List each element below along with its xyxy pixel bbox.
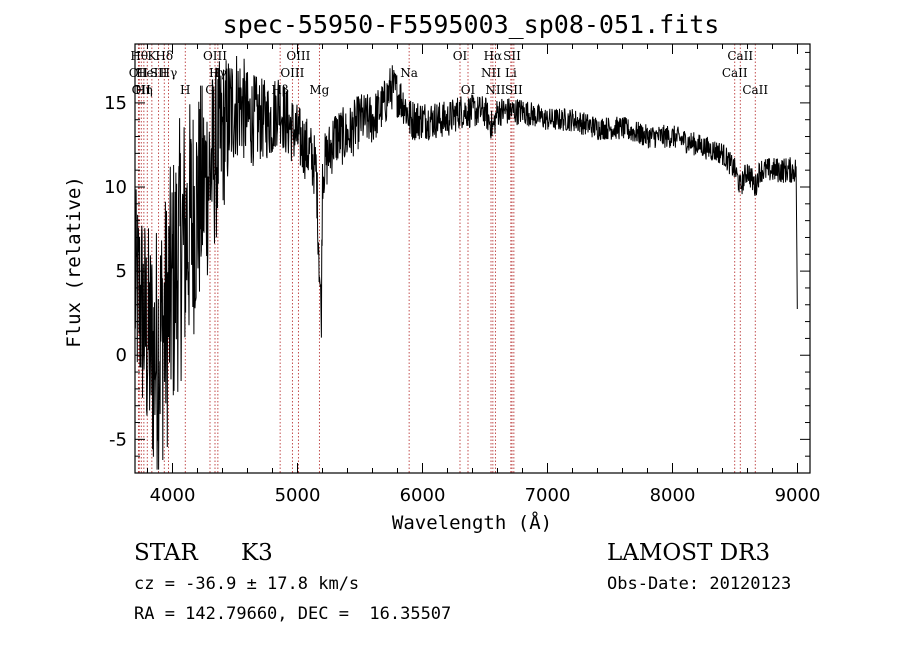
x-tick-label: 5000	[275, 485, 321, 506]
line-label-SII: SII	[503, 49, 521, 63]
line-label-SII: SII	[505, 83, 523, 97]
y-tick-label: 10	[104, 177, 127, 198]
line-label-SII: SII	[150, 66, 168, 80]
line-label-CaII: CaII	[742, 83, 768, 97]
line-label-OIII: OIII	[203, 49, 227, 63]
line-label-G: G	[205, 83, 215, 97]
x-tick-label: 6000	[400, 485, 446, 506]
object-subclass: K3	[241, 540, 273, 566]
line-label-Hγ: Hγ	[160, 66, 178, 80]
x-tick-label: 7000	[525, 485, 571, 506]
line-label-Li: Li	[505, 66, 517, 80]
line-label-OI: OI	[453, 49, 468, 63]
line-label-OIII: OIII	[286, 49, 310, 63]
spectrum-line	[134, 55, 798, 470]
line-label-OI: OI	[461, 83, 476, 97]
x-tick-label: 8000	[650, 485, 696, 506]
line-label-Hα: Hα	[484, 49, 503, 63]
line-label-Na: Na	[400, 66, 418, 80]
chart-title: spec-55950-F5595003_sp08-051.fits	[223, 10, 720, 39]
x-axis-label: Wavelength (Å)	[392, 511, 552, 534]
line-label-CaII: CaII	[727, 49, 753, 63]
y-tick-label: 0	[116, 345, 127, 366]
x-axis: 4000 5000 6000 7000 8000 9000	[147, 44, 821, 506]
line-label-NII: NII	[481, 66, 501, 80]
line-label-OII: OII	[129, 66, 149, 80]
y-tick-label: 5	[116, 261, 127, 282]
coordinates: RA = 142.79660, DEC = 16.35507	[134, 604, 452, 624]
x-tick-label: 9000	[775, 485, 821, 506]
line-label-Hγ: Hγ	[209, 66, 227, 80]
line-label-Hθ: Hθ	[130, 49, 148, 63]
obs-date: Obs-Date: 20120123	[607, 574, 792, 594]
redshift-text: cz = -36.9 ± 17.8 km/s	[134, 574, 360, 594]
y-axis-label: Flux (relative)	[63, 176, 85, 348]
x-tick-label: 4000	[150, 485, 196, 506]
line-label-Mg: Mg	[309, 83, 329, 97]
line-label-Hη: Hη	[135, 83, 153, 97]
line-label-CaII: CaII	[722, 66, 748, 80]
line-label-H: H	[180, 83, 190, 97]
line-label-OIII: OIII	[280, 66, 304, 80]
y-tick-label: 15	[104, 93, 127, 114]
line-label-NII: NII	[485, 83, 505, 97]
object-class: STAR	[134, 540, 198, 566]
line-label-HeI: HeI	[136, 66, 159, 80]
y-tick-label: -5	[109, 429, 127, 450]
line-label-Hδ: Hδ	[155, 49, 173, 63]
y-axis: -5 0 5 10 15	[104, 51, 810, 457]
line-label-K: K	[147, 49, 157, 63]
survey-name: LAMOST DR3	[607, 540, 771, 566]
